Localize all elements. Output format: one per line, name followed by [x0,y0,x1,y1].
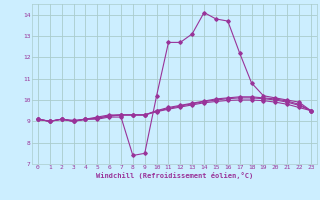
X-axis label: Windchill (Refroidissement éolien,°C): Windchill (Refroidissement éolien,°C) [96,172,253,179]
